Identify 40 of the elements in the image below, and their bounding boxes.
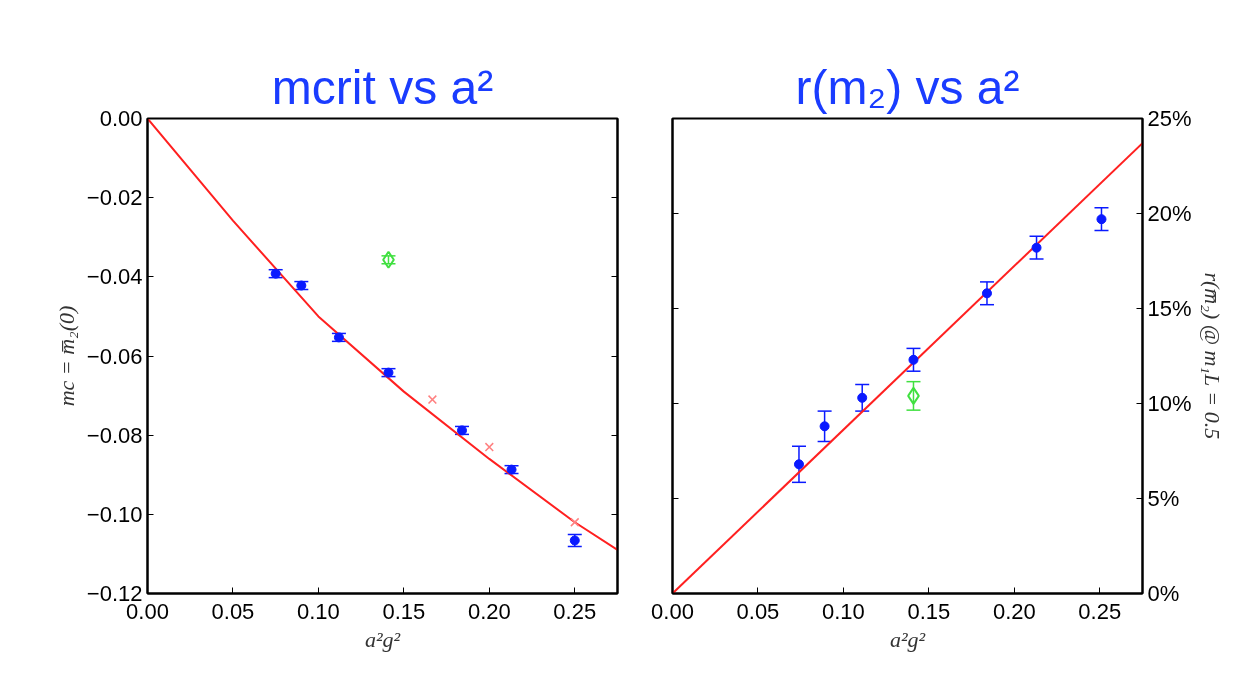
y-axis-title: mc = m̅₂(0): [53, 305, 79, 407]
y-tick-label: −0.08: [86, 422, 143, 448]
x-tick-label: 0.10: [297, 598, 340, 624]
y2-axis-title: r(m̅₂) @ m₁L = 0.5: [1199, 272, 1225, 440]
x-axis-title: a²g²: [364, 626, 401, 652]
x-tick-label: 0.25: [1078, 598, 1122, 624]
x-tick-label: 0.05: [211, 598, 255, 624]
point: [819, 421, 830, 432]
point: [484, 442, 494, 452]
point: [1031, 242, 1042, 253]
x-tick-label: 0.20: [992, 598, 1036, 624]
point: [427, 394, 438, 405]
point: [793, 459, 804, 470]
x-tick-label: 0.15: [382, 598, 426, 624]
chart-title: mcrit vs a²: [271, 60, 494, 114]
point: [857, 392, 868, 403]
y2-tick-label: 5%: [1147, 486, 1180, 511]
point: [570, 517, 580, 527]
y2-tick-label: 25%: [1147, 106, 1192, 131]
y2-tick-label: 15%: [1147, 296, 1192, 321]
y-tick-label: −0.10: [86, 501, 143, 527]
point: [908, 354, 919, 365]
y-tick-label: −0.04: [86, 264, 143, 290]
y2-tick-label: 10%: [1147, 391, 1192, 416]
point: [981, 288, 992, 299]
x-tick-label: 0.25: [553, 598, 597, 624]
y2-tick-label: 0%: [1147, 581, 1180, 606]
chart-title: r(m₂) vs a²: [795, 60, 1020, 114]
line-series: [147, 118, 618, 551]
x-tick-label: 0.10: [822, 598, 865, 624]
x-tick-label: 0.20: [467, 598, 511, 624]
point: [1096, 214, 1107, 225]
y2-tick-label: 20%: [1147, 201, 1192, 226]
y-tick-label: −0.06: [86, 343, 143, 369]
x-axis-title: a²g²: [889, 626, 926, 652]
x-tick-label: 0.05: [736, 598, 780, 624]
x-tick-label: 0.00: [651, 598, 694, 624]
x-tick-label: 0.15: [907, 598, 951, 624]
y-tick-label: −0.02: [86, 185, 143, 211]
y-tick-label: 0.00: [99, 106, 143, 131]
